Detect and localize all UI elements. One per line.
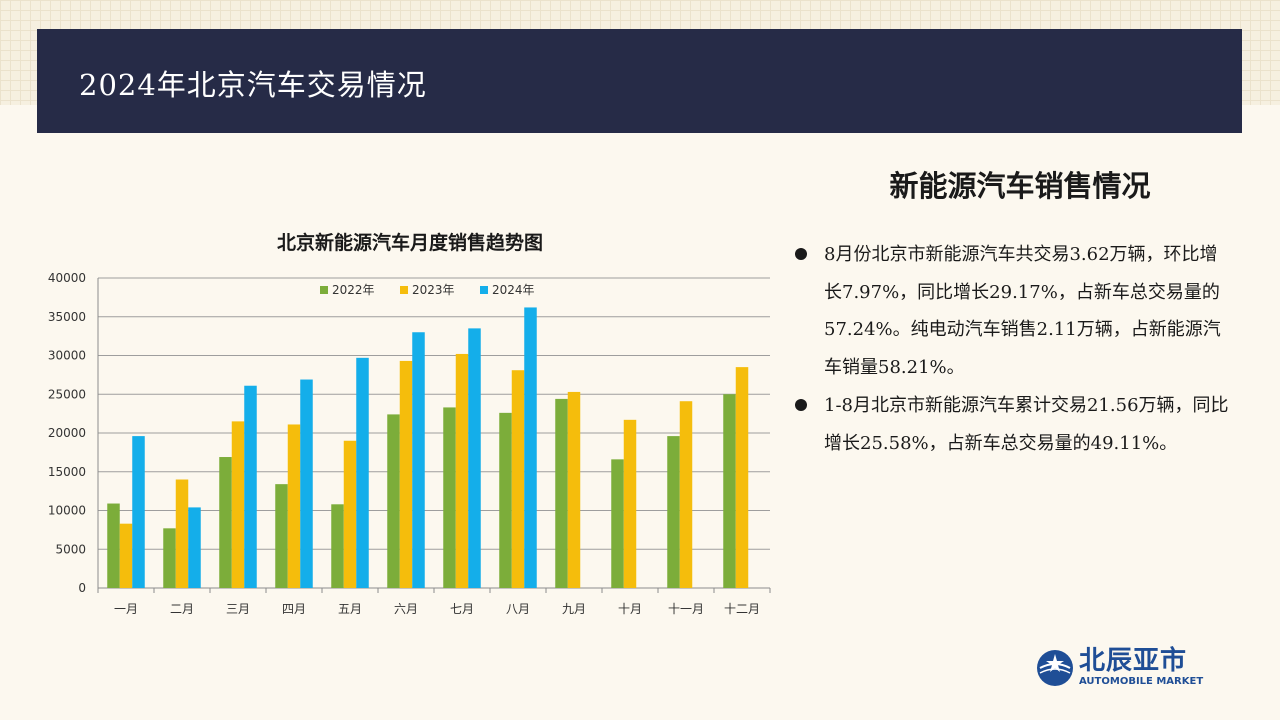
axis-layer: 0 5000 10000 15000 20000 25000 30000 35000 40000… [48, 271, 771, 616]
x-tick-label: 九月 [562, 602, 586, 616]
bullet-item: 1-8月北京市新能源汽车累计交易21.56万辆，同比增长25.58%，占新车总交… [795, 387, 1235, 462]
bar [443, 407, 456, 588]
bar [412, 332, 425, 588]
y-tick-label: 20000 [48, 426, 86, 440]
bar [555, 398, 568, 588]
bar [175, 479, 189, 588]
bar [499, 412, 512, 588]
bar [623, 419, 637, 588]
bullet-text: 1-8月北京市新能源汽车累计交易21.56万辆，同比增长25.58%，占新车总交… [824, 395, 1229, 454]
y-tick-label: 25000 [48, 387, 86, 401]
bar [524, 307, 537, 588]
bullet-text: 8月份北京市新能源汽车共交易3.62万辆，环比增长7.97%，同比增长29.17… [824, 244, 1221, 378]
bar [331, 504, 344, 588]
x-tick-label: 五月 [338, 602, 362, 616]
logo-name: 北辰亚市 [1079, 646, 1188, 676]
y-tick-label: 5000 [55, 542, 86, 556]
x-tick-label: 十二月 [724, 602, 760, 616]
x-tick-label: 六月 [394, 602, 418, 616]
logo-globe-icon [1037, 650, 1073, 686]
bar [468, 328, 481, 588]
bar [679, 401, 693, 588]
legend: 2022年 2023年 2024年 [320, 283, 535, 297]
bar [300, 379, 313, 588]
bar [275, 484, 288, 588]
legend-swatch [320, 286, 328, 294]
legend-label: 2023年 [412, 283, 455, 297]
y-tick-label: 30000 [48, 349, 86, 363]
bar [107, 503, 120, 588]
section-title: 新能源汽车销售情况 [889, 169, 1151, 203]
x-tick-label: 三月 [226, 602, 250, 616]
bar-chart: 北京新能源汽车月度销售趋势图 0 5000 10000 15000 20000 25000… [48, 231, 771, 616]
bar [132, 436, 145, 588]
bar [163, 528, 176, 588]
x-tick-label: 四月 [282, 602, 306, 616]
y-tick-label: 35000 [48, 310, 86, 324]
x-tick-label: 七月 [450, 602, 474, 616]
legend-swatch [400, 286, 408, 294]
bullet-dot-icon [795, 248, 807, 260]
bar [399, 360, 413, 588]
legend-swatch [480, 286, 488, 294]
x-tick-label: 十月 [618, 602, 642, 616]
y-tick-label: 40000 [48, 271, 86, 285]
y-tick-label: 15000 [48, 465, 86, 479]
bar [387, 414, 400, 588]
legend-label: 2022年 [332, 283, 375, 297]
bar [611, 459, 624, 588]
header-bar: 2024年北京汽车交易情况 [37, 29, 1242, 133]
x-tick-label: 八月 [506, 602, 530, 616]
page-title: 2024年北京汽车交易情况 [79, 68, 427, 102]
bar [219, 457, 232, 588]
bullet-item: 8月份北京市新能源汽车共交易3.62万辆，环比增长7.97%，同比增长29.17… [795, 236, 1235, 386]
grid-layer [98, 277, 770, 589]
bar [511, 370, 525, 588]
bar [455, 353, 469, 588]
x-tick-label: 十一月 [668, 602, 704, 616]
legend-label: 2024年 [492, 283, 535, 297]
bar [244, 385, 257, 588]
y-tick-label: 0 [78, 581, 86, 595]
bar [667, 436, 680, 588]
x-tick-label: 二月 [170, 602, 194, 616]
bullet-dot-icon [795, 399, 807, 411]
y-tick-label: 10000 [48, 504, 86, 518]
logo-subtitle: AUTOMOBILE MARKET [1079, 676, 1204, 687]
bullet-list: 8月份北京市新能源汽车共交易3.62万辆，环比增长7.97%，同比增长29.17… [795, 236, 1235, 463]
company-logo: 北辰亚市 AUTOMOBILE MARKET [1035, 646, 1215, 694]
bar [287, 424, 301, 588]
bar [356, 357, 369, 588]
bar [188, 507, 201, 588]
bar [343, 440, 357, 588]
bar [567, 391, 581, 588]
bar [723, 394, 736, 588]
x-tick-label: 一月 [114, 602, 138, 616]
bar [119, 523, 133, 588]
chart-title: 北京新能源汽车月度销售趋势图 [277, 231, 543, 254]
bar [231, 421, 245, 588]
bar [735, 367, 749, 588]
bars-layer [107, 307, 749, 588]
